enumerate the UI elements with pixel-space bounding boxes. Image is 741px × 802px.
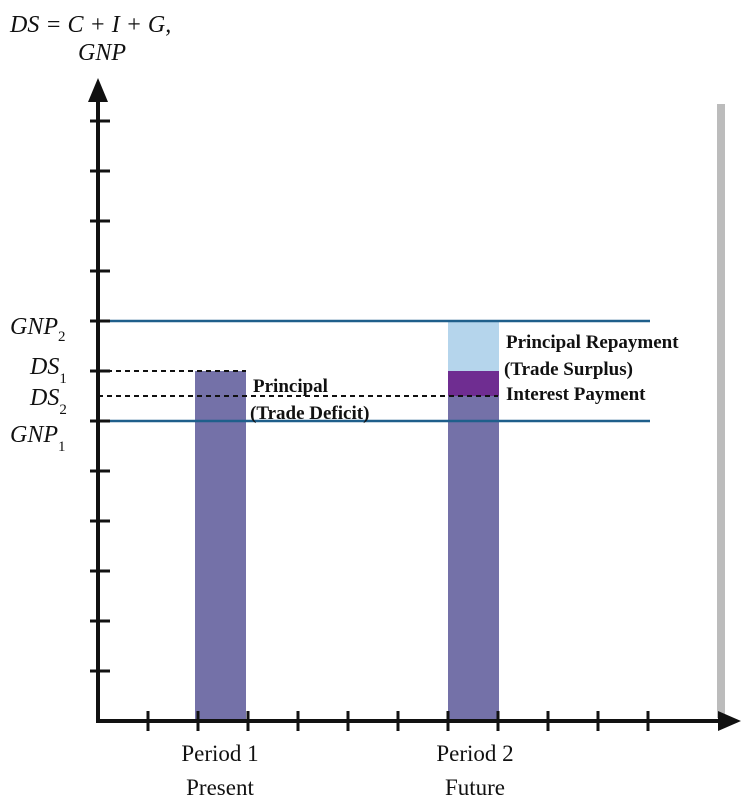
x-category-future: Future: [445, 775, 505, 800]
annotation-trade-deficit: (Trade Deficit): [250, 403, 369, 424]
y-tick-label-gnp1: GNP1: [10, 422, 66, 455]
y-tick-label-ds1-sub: 1: [59, 371, 67, 387]
y-tick-label-ds1-base: DS: [29, 354, 59, 380]
y-axis-title-line2: GNP: [78, 40, 126, 66]
bar-period-2-base: [448, 396, 499, 721]
y-axis-title-line1: DS = C + I + G,: [9, 12, 171, 38]
x-category-period-2: Period 2: [436, 741, 513, 766]
bar-period-2-principal-repayment: [448, 321, 499, 371]
y-tick-label-ds1: DS1: [29, 354, 67, 387]
x-axis-arrow-icon: [718, 711, 741, 731]
y-axis-ticks: [90, 119, 110, 673]
bar-period-1: [195, 371, 246, 721]
y-tick-label-gnp2: GNP2: [10, 314, 66, 345]
y-tick-label-ds2-sub: 2: [59, 402, 67, 418]
y-tick-label-ds2-base: DS: [29, 385, 59, 411]
annotation-principal: Principal: [253, 376, 328, 397]
y-tick-label-ds2: DS2: [29, 385, 67, 418]
y-tick-label-gnp2-base: GNP: [10, 314, 58, 340]
x-category-period-1: Period 1: [181, 741, 258, 766]
svg-text:DS1: DS1: [29, 354, 67, 387]
svg-text:GNP1: GNP1: [10, 422, 66, 455]
plot-area: [98, 96, 717, 719]
x-axis-ticks: [146, 711, 650, 731]
y-tick-label-gnp1-sub: 1: [58, 439, 66, 455]
y-tick-label-gnp2-sub: 2: [58, 329, 66, 345]
svg-text:DS2: DS2: [29, 385, 67, 418]
annotation-trade-surplus: (Trade Surplus): [504, 359, 633, 380]
y-axis-arrow-icon: [88, 78, 108, 102]
annotation-interest-payment: Interest Payment: [506, 384, 646, 405]
y-tick-label-gnp1-base: GNP: [10, 422, 58, 448]
annotation-principal-repayment: Principal Repayment: [506, 332, 679, 353]
x-category-present: Present: [186, 775, 254, 800]
bar-period-2-interest-payment: [448, 371, 499, 396]
svg-text:GNP2: GNP2: [10, 314, 66, 345]
